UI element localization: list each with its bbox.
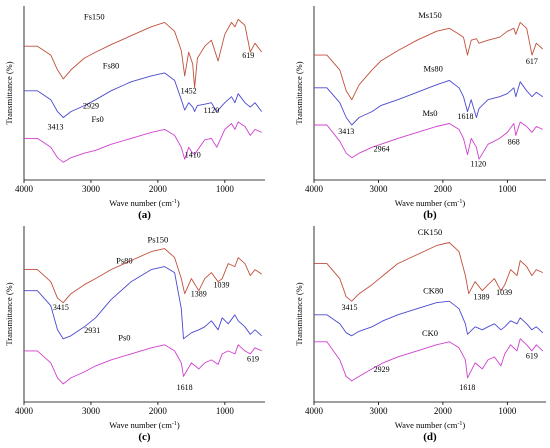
y-axis-label: Transmittance (%) <box>294 61 304 124</box>
series-line-Ms80 <box>314 79 544 126</box>
series-line-Ps0 <box>24 344 262 385</box>
x-axis-label: Wave number (cm-1) <box>109 420 180 430</box>
series-label: Ms0 <box>422 108 437 118</box>
x-axis-label: Wave number (cm-1) <box>395 198 466 208</box>
series-line-Ps150 <box>24 248 262 304</box>
peak-label: 619 <box>242 51 254 60</box>
series-line-CK80 <box>314 300 544 337</box>
peak-label: 1039 <box>496 288 512 297</box>
peak-label: 3415 <box>53 303 69 312</box>
x-tick-label: 2000 <box>149 406 168 416</box>
peak-label: 617 <box>526 57 538 66</box>
series-line-Fs0 <box>24 121 262 163</box>
peak-label: 868 <box>508 137 520 146</box>
peak-label: 1452 <box>181 87 197 96</box>
peak-label: 3415 <box>341 303 357 312</box>
series-label: Ps150 <box>147 235 168 245</box>
series-label: Fs80 <box>103 60 120 70</box>
x-axis-label: Wave number (cm-1) <box>109 198 180 208</box>
x-tick-label: 4000 <box>305 184 324 194</box>
series-label: Fs150 <box>84 11 105 21</box>
x-tick-label: 2000 <box>434 184 453 194</box>
series-label: Fs0 <box>91 114 103 124</box>
peak-label: 1120 <box>470 160 486 169</box>
x-tick-label: 4000 <box>15 406 34 416</box>
peak-label: 1120 <box>204 106 220 115</box>
series-label: CK0 <box>422 328 438 338</box>
panel-label: (a) <box>138 209 151 221</box>
series-line-Fs150 <box>24 18 263 89</box>
series-line-Ms0 <box>314 121 543 160</box>
peak-label: 3413 <box>47 122 63 131</box>
series-line-Ps80 <box>24 266 263 340</box>
series-line-Fs80 <box>24 72 263 118</box>
series-label: Ms80 <box>424 63 443 73</box>
series-label: CK150 <box>418 227 443 237</box>
peak-label: 1410 <box>185 151 201 160</box>
peak-label: 2964 <box>374 145 390 154</box>
peak-label: 1389 <box>191 290 207 299</box>
x-tick-label: 1000 <box>498 184 517 194</box>
x-tick-label: 1000 <box>498 406 517 416</box>
series-label: Ps80 <box>116 256 133 266</box>
series-label: Ms150 <box>418 10 442 20</box>
panel-label: (c) <box>138 431 151 443</box>
chart-panel-1: 4000 3000 2000 1000 Wave number (cm-1) Transm… <box>4 6 265 221</box>
x-tick-label: 2000 <box>149 184 168 194</box>
x-tick-label: 1000 <box>216 406 235 416</box>
panel-label: (b) <box>423 209 437 221</box>
peak-label: 1039 <box>213 281 229 290</box>
peak-label: 2931 <box>84 326 100 335</box>
peak-label: 1389 <box>474 293 490 302</box>
peak-label: 2929 <box>374 365 390 374</box>
y-axis-label: Transmittance (%) <box>4 61 14 124</box>
peak-label: 1618 <box>459 383 475 392</box>
x-tick-label: 3000 <box>82 406 101 416</box>
peak-label: 1618 <box>457 112 473 121</box>
y-axis-label: Transmittance (%) <box>4 282 14 345</box>
x-tick-label: 2000 <box>434 406 453 416</box>
chart-panel-4: 4000 3000 2000 1000 Wave number (cm-1) Transm… <box>294 226 546 443</box>
x-tick-label: 3000 <box>369 184 388 194</box>
panel-label: (d) <box>423 431 437 443</box>
peak-label: 3413 <box>338 127 354 136</box>
x-tick-label: 1000 <box>216 184 235 194</box>
chart-panel-3: 4000 3000 2000 1000 Wave number (cm-1) Transm… <box>4 226 265 443</box>
series-line-Ms150 <box>314 21 544 101</box>
x-tick-label: 3000 <box>369 406 388 416</box>
series-line-CK0 <box>314 338 544 382</box>
peak-label: 619 <box>247 354 259 363</box>
x-tick-label: 4000 <box>15 184 34 194</box>
series-line-CK150 <box>314 242 543 302</box>
peak-label: 619 <box>526 351 538 360</box>
chart-panel-2: 4000 3000 2000 1000 Wave number (cm-1) Transm… <box>294 6 546 221</box>
x-tick-label: 3000 <box>82 184 101 194</box>
x-axis-label: Wave number (cm-1) <box>395 420 466 430</box>
y-axis-label: Transmittance (%) <box>294 282 304 345</box>
peak-label: 1618 <box>177 383 193 392</box>
series-label: CK80 <box>423 286 443 296</box>
series-label: Ps0 <box>118 332 130 342</box>
peak-label: 2929 <box>83 102 99 111</box>
x-tick-label: 4000 <box>305 406 324 416</box>
